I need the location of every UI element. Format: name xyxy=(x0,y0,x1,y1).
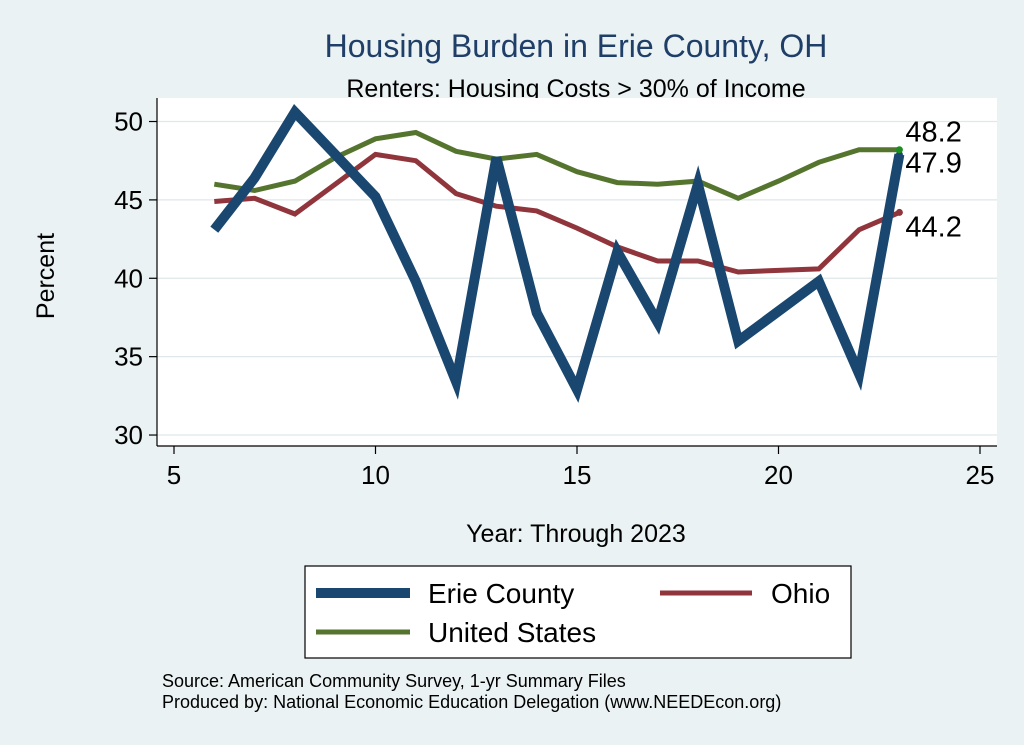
y-tick-label-30: 30 xyxy=(114,420,143,450)
x-axis-label: Year: Through 2023 xyxy=(466,520,686,548)
x-tick-label-20: 20 xyxy=(764,460,793,490)
end-value-labels: 47.9 44.2 48.2 xyxy=(905,117,961,244)
y-tick-label-45: 45 xyxy=(114,185,143,215)
x-tick-label-10: 10 xyxy=(361,460,390,490)
x-tick-label-25: 25 xyxy=(966,460,995,490)
legend-label-erie-county: Erie County xyxy=(428,578,574,609)
series-lines xyxy=(210,103,905,403)
end-label-ohio: 44.2 xyxy=(905,211,961,243)
produced-by-note: Produced by: National Economic Education… xyxy=(162,692,781,712)
tick-labels: 30 35 40 45 50 5 10 15 20 25 xyxy=(114,107,994,490)
y-tick-label-50: 50 xyxy=(114,107,143,137)
chart-title: Housing Burden in Erie County, OH xyxy=(325,28,828,64)
legend: Erie County Ohio United States xyxy=(304,565,852,659)
end-label-united-states: 48.2 xyxy=(905,117,961,149)
series-line-united-states xyxy=(213,129,900,202)
y-tick-label-40: 40 xyxy=(114,263,143,293)
legend-label-ohio: Ohio xyxy=(771,578,830,609)
x-tick-label-5: 5 xyxy=(167,460,181,490)
endpoint-marker-ohio xyxy=(895,208,903,216)
legend-label-united-states: United States xyxy=(428,617,596,648)
legend-box xyxy=(304,565,852,659)
x-tick-label-15: 15 xyxy=(563,460,592,490)
axes xyxy=(149,98,997,454)
series-line-erie-county xyxy=(210,103,905,403)
source-note: Source: American Community Survey, 1-yr … xyxy=(162,671,626,691)
series-line-ohio xyxy=(214,151,901,275)
end-label-erie-county: 47.9 xyxy=(905,147,961,179)
y-tick-label-35: 35 xyxy=(114,342,143,372)
y-axis-label: Percent xyxy=(32,233,60,319)
endpoint-marker-united-states xyxy=(895,146,903,154)
